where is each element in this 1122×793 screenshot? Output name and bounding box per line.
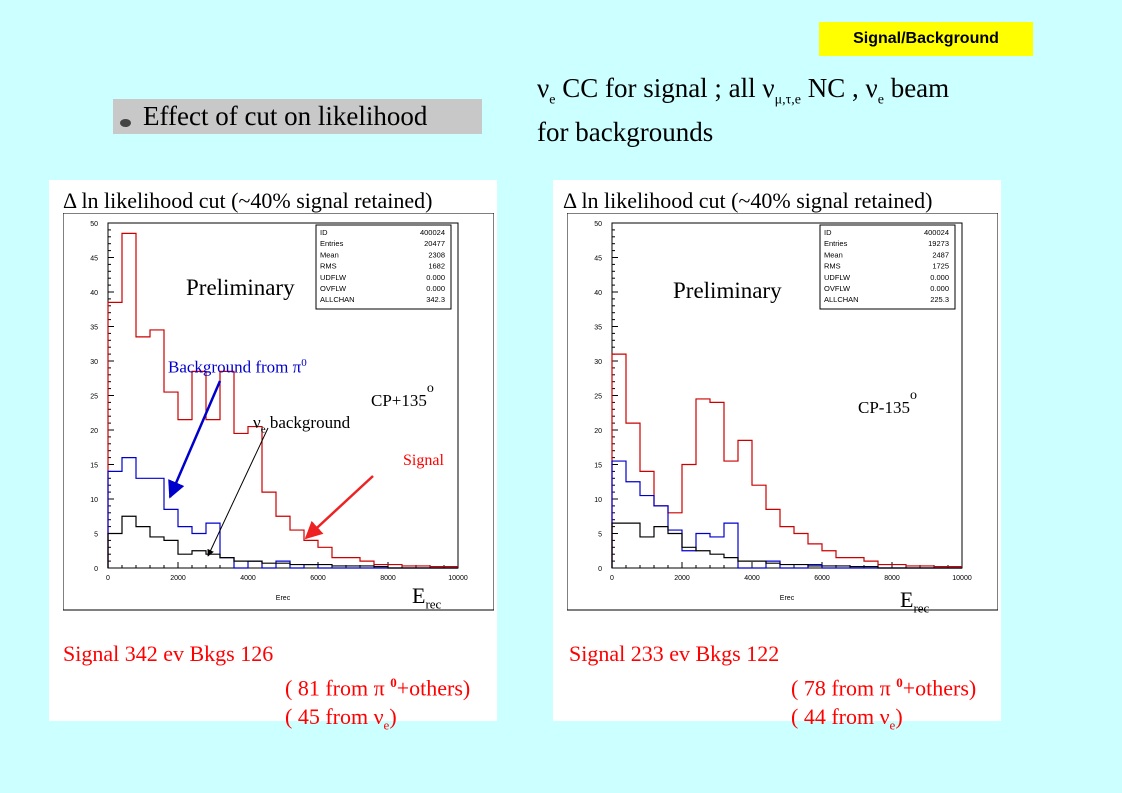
stats-box <box>315 224 452 310</box>
stats-key: ALLCHAN <box>824 295 859 304</box>
y-tick-label: 5 <box>94 532 98 539</box>
headline: νe CC for signal ; all νμ,τ,e NC , νe be… <box>537 73 950 148</box>
stats-value: 0.000 <box>930 284 949 293</box>
y-tick-label: 0 <box>598 566 602 573</box>
y-tick-label: 35 <box>594 325 602 332</box>
x-tick-label: 0 <box>610 575 614 582</box>
stats-value: 1682 <box>428 262 445 271</box>
stats-key: UDFLW <box>824 273 851 282</box>
y-tick-label: 25 <box>594 394 602 401</box>
histogram-series-0 <box>107 232 458 568</box>
right-preliminary: Preliminary <box>673 278 782 303</box>
y-tick-label: 40 <box>594 290 602 297</box>
signal-annotation: Signal <box>403 452 444 469</box>
nue-background-annotation: νe background <box>253 413 351 436</box>
x-tick-label: 2000 <box>170 575 186 582</box>
left-summary: Signal 342 ev Bkgs 126 ( 81 from π 0+oth… <box>63 641 471 733</box>
y-tick-label: 40 <box>90 290 98 297</box>
left-histogram: 0 5 10 15 20 25 30 35 40 45 50 0 2000 4000 6000 8000 100… <box>63 213 494 611</box>
stats-value: 2308 <box>428 250 445 259</box>
y-tick-label: 20 <box>594 428 602 435</box>
histogram-series-2 <box>107 515 458 569</box>
y-tick-label: 15 <box>594 463 602 470</box>
stats-value: 400024 <box>924 228 949 237</box>
y-tick-label: 35 <box>90 325 98 332</box>
effect-label: Effect of cut on likelihood <box>143 101 428 131</box>
x-tick-label: 10000 <box>952 575 972 582</box>
stats-key: OVFLW <box>320 284 347 293</box>
stats-box <box>819 224 956 310</box>
stats-value: 0.000 <box>426 273 445 282</box>
pi0-arrow <box>168 380 222 499</box>
right-erec-label: Erec <box>900 587 930 616</box>
y-tick-label: 25 <box>90 394 98 401</box>
stats-key: RMS <box>824 262 841 271</box>
histogram-series-1 <box>611 460 962 569</box>
nue-arrow <box>207 427 269 557</box>
bullet-icon <box>120 118 131 127</box>
right-histogram: 0 5 10 15 20 25 30 35 40 45 50 0 2000 4000 6000 8000 100… <box>567 213 998 611</box>
stats-value: 1725 <box>932 262 949 271</box>
y-tick-label: 45 <box>90 256 98 263</box>
effect-label-box: Effect of cut on likelihood <box>113 99 482 134</box>
left-panel-title: Δ ln likelihood cut (~40% signal retaine… <box>63 188 433 213</box>
x-axis-label: Erec <box>780 595 795 602</box>
left-erec-label: Erec <box>412 583 442 612</box>
stats-value: 2487 <box>932 250 949 259</box>
stats-value: 19273 <box>928 239 949 248</box>
stats-key: Entries <box>824 239 848 248</box>
stats-key: OVFLW <box>824 284 851 293</box>
y-tick-label: 50 <box>594 221 602 228</box>
y-tick-label: 30 <box>594 359 602 366</box>
stats-key: ID <box>320 228 328 237</box>
x-tick-label: 4000 <box>744 575 760 582</box>
stats-key: ID <box>824 228 832 237</box>
x-tick-label: 10000 <box>448 575 468 582</box>
x-tick-label: 0 <box>106 575 110 582</box>
x-tick-label: 4000 <box>240 575 256 582</box>
stats-key: ALLCHAN <box>320 295 355 304</box>
stats-value: 0.000 <box>930 273 949 282</box>
stats-value: 225.3 <box>930 295 949 304</box>
x-tick-label: 8000 <box>884 575 900 582</box>
stats-value: 342.3 <box>426 295 445 304</box>
stats-value: 0.000 <box>426 284 445 293</box>
right-cp-label: CP-135o <box>858 388 917 417</box>
x-tick-label: 2000 <box>674 575 690 582</box>
stats-key: Mean <box>824 250 843 259</box>
stats-key: Mean <box>320 250 339 259</box>
x-tick-label: 6000 <box>814 575 830 582</box>
y-tick-label: 15 <box>90 463 98 470</box>
stats-key: RMS <box>320 262 337 271</box>
stats-key: Entries <box>320 239 344 248</box>
background-pi0-annotation: Background from π0 <box>168 357 307 377</box>
y-tick-label: 20 <box>90 428 98 435</box>
x-tick-label: 6000 <box>310 575 326 582</box>
y-tick-label: 0 <box>94 566 98 573</box>
histogram-series-2 <box>611 522 962 569</box>
y-tick-label: 10 <box>90 497 98 504</box>
left-cp-label: CP+135o <box>371 381 434 410</box>
stats-value: 20477 <box>424 239 445 248</box>
signal-arrow <box>304 475 374 540</box>
x-tick-label: 8000 <box>380 575 396 582</box>
stats-key: UDFLW <box>320 273 347 282</box>
left-preliminary: Preliminary <box>186 275 295 300</box>
y-tick-label: 45 <box>594 256 602 263</box>
right-panel-title: Δ ln likelihood cut (~40% signal retaine… <box>563 188 933 213</box>
y-tick-label: 10 <box>594 497 602 504</box>
right-summary: Signal 233 ev Bkgs 122 ( 78 from π 0+oth… <box>569 641 977 733</box>
x-axis-label: Erec <box>276 595 291 602</box>
stats-value: 400024 <box>420 228 445 237</box>
signal-background-tag: Signal/Background <box>819 22 1033 56</box>
y-tick-label: 5 <box>598 532 602 539</box>
y-tick-label: 30 <box>90 359 98 366</box>
y-tick-label: 50 <box>90 221 98 228</box>
